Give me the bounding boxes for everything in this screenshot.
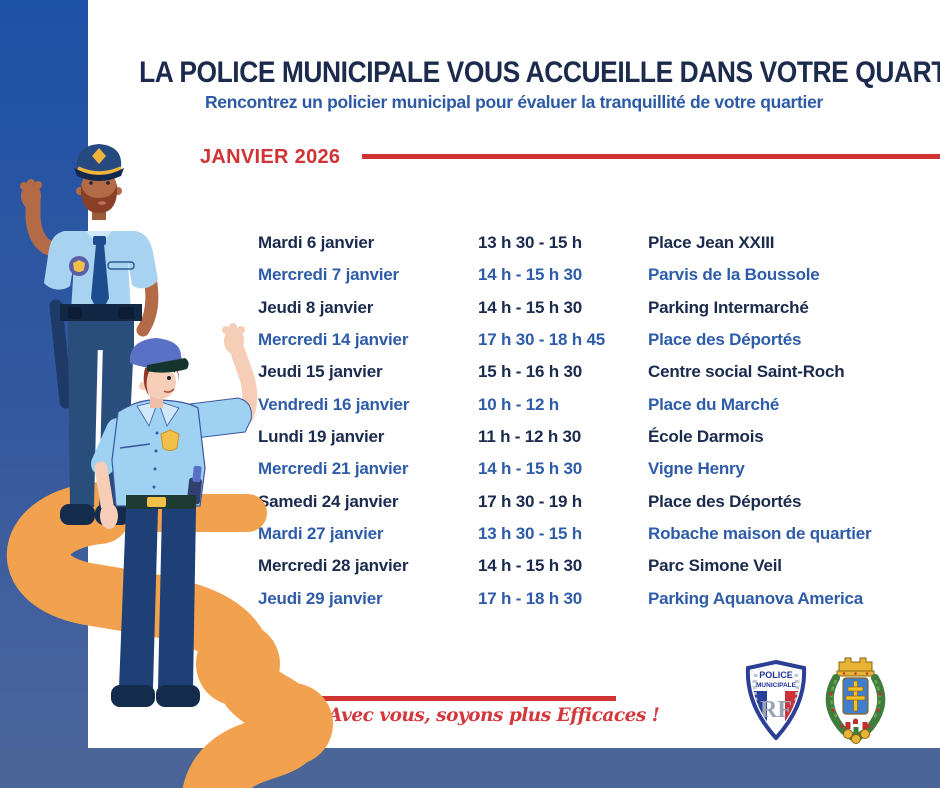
date-cell: Mercredi 14 janvier: [258, 330, 409, 350]
location-cell: Parking Intermarché: [648, 297, 809, 317]
left-gradient-panel: [0, 0, 88, 788]
time-cell: 17 h 30 - 18 h 45: [478, 330, 606, 350]
table-row: Jeudi 15 janvier 15 h - 16 h 30 Centre s…: [258, 356, 920, 388]
poster-subtitle: Rencontrez un policier municipal pour év…: [204, 92, 824, 112]
table-row: Mercredi 28 janvier 14 h - 15 h 30 Parc …: [258, 550, 920, 582]
table-row: Samedi 24 janvier 17 h 30 - 19 h Place d…: [258, 486, 920, 518]
time-cell: 13 h 30 - 15 h: [478, 524, 582, 544]
time-cell: 13 h 30 - 15 h: [478, 233, 582, 253]
table-row: Mercredi 14 janvier 17 h 30 - 18 h 45 Pl…: [258, 324, 920, 356]
location-cell: Place des Déportés: [648, 330, 802, 350]
location-cell: Parvis de la Boussole: [648, 265, 820, 285]
time-cell: 14 h - 15 h 30: [478, 556, 582, 576]
date-cell: Mercredi 7 janvier: [258, 265, 399, 285]
table-row: Mardi 6 janvier 13 h 30 - 15 h Place Jea…: [258, 227, 920, 259]
time-cell: 14 h - 15 h 30: [478, 265, 582, 285]
police-officer-2-illustration: [91, 323, 258, 707]
date-cell: Jeudi 15 janvier: [258, 362, 383, 382]
table-row: Jeudi 8 janvier 14 h - 15 h 30 Parking I…: [258, 292, 920, 324]
date-cell: Mardi 27 janvier: [258, 524, 384, 544]
badge-monogram: RF: [760, 697, 792, 723]
table-row: Mardi 27 janvier 13 h 30 - 15 h Robache …: [258, 518, 920, 550]
date-cell: Mercredi 28 janvier: [258, 556, 409, 576]
table-row: Vendredi 16 janvier 10 h - 12 h Place du…: [258, 389, 920, 421]
time-cell: 17 h - 18 h 30: [478, 588, 582, 608]
location-cell: Place Jean XXIII: [648, 233, 775, 253]
police-municipale-badge-icon: RF POLICE MUNICIPALE: [745, 660, 807, 740]
time-cell: 17 h 30 - 19 h: [478, 491, 582, 511]
time-cell: 14 h - 15 h 30: [478, 459, 582, 479]
time-cell: 11 h - 12 h 30: [478, 427, 582, 447]
slogan-text: Avec vous, soyons plus Efficaces !: [328, 705, 660, 726]
time-cell: 15 h - 16 h 30: [478, 362, 582, 382]
date-cell: Jeudi 8 janvier: [258, 297, 374, 317]
slogan-divider-line: [290, 696, 616, 701]
location-cell: Parking Aquanova America: [648, 588, 864, 608]
table-row: Mercredi 7 janvier 14 h - 15 h 30 Parvis…: [258, 259, 920, 291]
time-cell: 14 h - 15 h 30: [478, 297, 582, 317]
date-cell: Vendredi 16 janvier: [258, 394, 410, 414]
date-cell: Mercredi 21 janvier: [258, 459, 409, 479]
footer-bar: [0, 748, 940, 788]
city-coat-of-arms-icon: [825, 657, 886, 744]
table-row: Jeudi 29 janvier 17 h - 18 h 30 Parking …: [258, 583, 920, 615]
location-cell: Parc Simone Veil: [648, 556, 782, 576]
date-cell: Mardi 6 janvier: [258, 233, 375, 253]
table-row: Mercredi 21 janvier 14 h - 15 h 30 Vigne…: [258, 453, 920, 485]
poster-title: LA POLICE MUNICIPALE VOUS ACCUEILLE DANS…: [139, 56, 940, 89]
location-cell: École Darmois: [648, 427, 764, 447]
month-divider-line: [362, 154, 940, 159]
month-label: JANVIER 2026: [200, 146, 341, 168]
location-cell: Place des Déportés: [648, 491, 802, 511]
time-cell: 10 h - 12 h: [478, 394, 559, 414]
table-row: Lundi 19 janvier 11 h - 12 h 30 École Da…: [258, 421, 920, 453]
schedule-table: Mardi 6 janvier 13 h 30 - 15 h Place Jea…: [258, 227, 920, 615]
location-cell: Vigne Henry: [648, 459, 745, 479]
location-cell: Centre social Saint-Roch: [648, 362, 845, 382]
location-cell: Robache maison de quartier: [648, 524, 872, 544]
date-cell: Jeudi 29 janvier: [258, 588, 383, 608]
badge-line2: MUNICIPALE: [756, 682, 797, 689]
location-cell: Place du Marché: [648, 394, 780, 414]
date-cell: Samedi 24 janvier: [258, 491, 399, 511]
date-cell: Lundi 19 janvier: [258, 427, 385, 447]
badge-line1: POLICE: [759, 670, 793, 680]
